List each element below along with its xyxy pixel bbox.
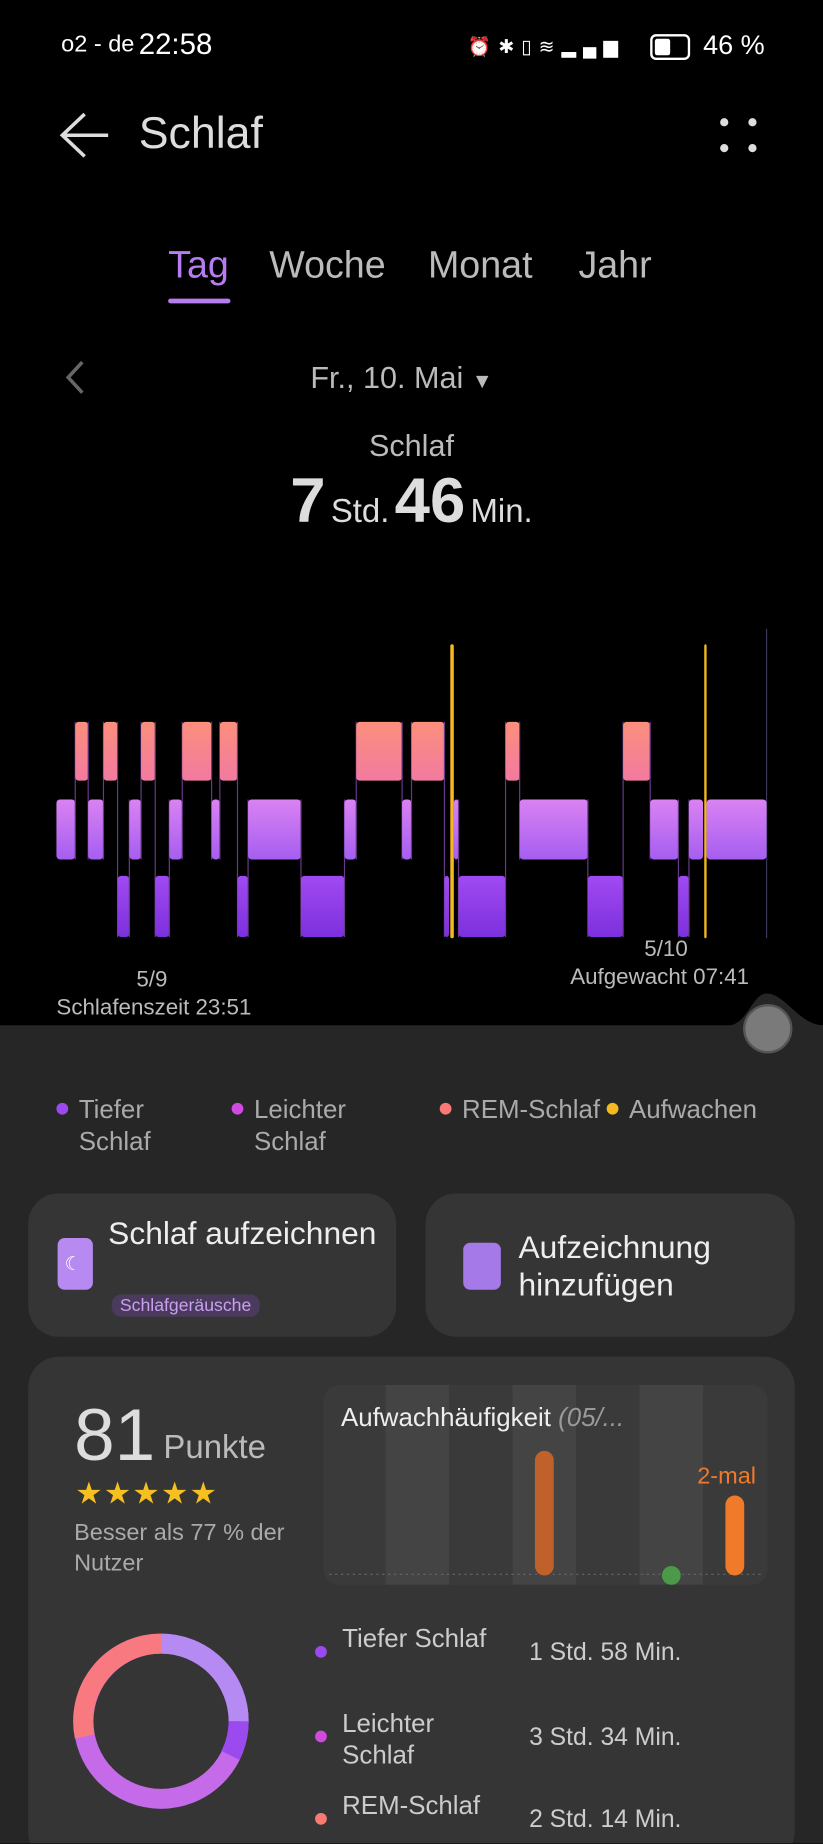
hypnogram-block [248,799,301,860]
hypnogram-block [344,799,357,860]
battery-icon [650,34,691,60]
hypnogram-block [182,721,212,781]
wake-count: 2-mal [697,1463,756,1490]
hypnogram-block [505,721,520,781]
hypnogram-block [75,721,89,781]
battery: 46 % [703,29,765,60]
hypnogram-block [623,721,651,781]
page-title: Schlaf [138,109,263,159]
add-record-button[interactable]: Aufzeichnung hinzufügen [425,1193,795,1337]
stage-duration: 2 Std. 14 Min. [529,1805,682,1833]
hours: 7 [290,465,326,537]
breakdown-row: Tiefer Schlaf 1 Std. 58 Min. [315,1622,785,1693]
score: 81 [74,1395,156,1477]
hypnogram-block [411,721,445,781]
tab[interactable]: Tag [168,243,229,286]
hypnogram-block [155,875,170,938]
carrier: o2 - de [61,31,135,58]
legend-label: Leichter Schlaf [253,1094,346,1156]
hypnogram-block [444,875,450,938]
clock: 22:58 [138,28,213,62]
hypnogram-block [237,875,249,938]
hypnogram-block [587,875,624,938]
hypnogram-block [458,875,506,938]
legend-label: Tiefer Schlaf [78,1094,151,1156]
start-label: Schlafenszeit 23:51 [56,995,252,1021]
breakdown-row: Leichter Schlaf 3 Std. 34 Min. [315,1707,785,1778]
prev-date[interactable] [61,359,89,397]
stage-duration: 3 Std. 34 Min. [529,1723,682,1751]
minutes: 46 [394,465,466,537]
hypnogram-block [129,799,142,860]
hypnogram-block [402,799,412,860]
legend-item: Leichter Schlaf [231,1093,373,1156]
hypnogram-block [56,799,76,860]
summary-label: Schlaf [369,427,454,464]
donut [73,1633,249,1809]
comparison: Besser als 77 % der Nutzer [74,1520,285,1577]
dot [315,1645,327,1658]
tab[interactable]: Woche [269,243,386,286]
hypnogram-block [453,799,459,860]
note-icon [463,1242,501,1290]
dot [315,1812,327,1825]
hypnogram-block [103,721,118,781]
hypnogram-block [706,799,767,860]
hypnogram-block [117,875,130,938]
hypnogram-block [519,799,588,860]
tab[interactable]: Monat [427,243,533,286]
wake-title: Aufwachhäufigkeit (05/... [341,1403,670,1434]
hours-unit: Std. [330,492,390,530]
menu-button[interactable] [715,113,762,160]
wake-chart-title: Aufwachhäufigkeit [340,1402,551,1433]
back-button[interactable] [56,109,112,161]
start-date: 5/9 [136,967,168,993]
hypnogram-block [704,644,707,939]
hypnogram-block [219,721,238,781]
stage-name: Leichter Schlaf [342,1708,435,1770]
breakdown-row: REM-Schlaf 2 Std. 14 Min. [315,1789,785,1843]
hypnogram-block [450,644,454,939]
hypnogram-block [141,721,156,781]
hypnogram-block [356,721,403,781]
action-title: Schlaf aufzeichnen [108,1215,377,1251]
dot [315,1730,327,1743]
hypnogram-block [169,799,183,860]
hypnogram-block [650,799,679,860]
tab-indicator [168,298,231,304]
record-sleep-button[interactable]: ☾ Schlaf aufzeichnen Schlafgeräusche [28,1193,397,1337]
legend-label: REM-Schlaf [462,1094,601,1124]
hypnogram [56,629,768,939]
end-label: Aufgewacht 07:41 [570,965,750,990]
score-unit: Punkte [163,1428,266,1465]
date: Fr., 10. Mai [310,359,464,396]
hypnogram-block [688,799,704,860]
legend-item: Tiefer Schlaf [56,1093,197,1156]
date-picker[interactable]: Fr., 10. Mai ▼ [310,359,493,396]
badge: Schlafgeräusche [111,1294,260,1317]
legend-label: Aufwachen [629,1094,757,1124]
tab[interactable]: Jahr [578,243,652,286]
stage-name: Tiefer Schlaf [342,1623,487,1654]
legend-item: Aufwachen [606,1093,762,1125]
minutes-unit: Min. [470,492,533,530]
action-title: Aufzeichnung hinzufügen [518,1229,711,1303]
stage-duration: 1 Std. 58 Min. [529,1638,682,1666]
hypnogram-block [88,799,104,860]
stage-name: REM-Schlaf [342,1790,481,1820]
hypnogram-block [211,799,220,860]
moon-icon: ☾ [57,1238,93,1290]
stars: ★★★★★ [75,1475,219,1511]
status-icons: ⏰✱▯≋▂▄▆ [467,37,625,58]
summary-duration: 7 Std. 46 Min. [0,464,823,537]
hypnogram-block [678,875,689,938]
wake-period: (05/... [558,1402,625,1433]
legend-item: REM-Schlaf [439,1093,610,1125]
wake-chart [323,1384,768,1585]
end-date: 5/10 [644,937,688,962]
hypnogram-block [300,875,345,938]
